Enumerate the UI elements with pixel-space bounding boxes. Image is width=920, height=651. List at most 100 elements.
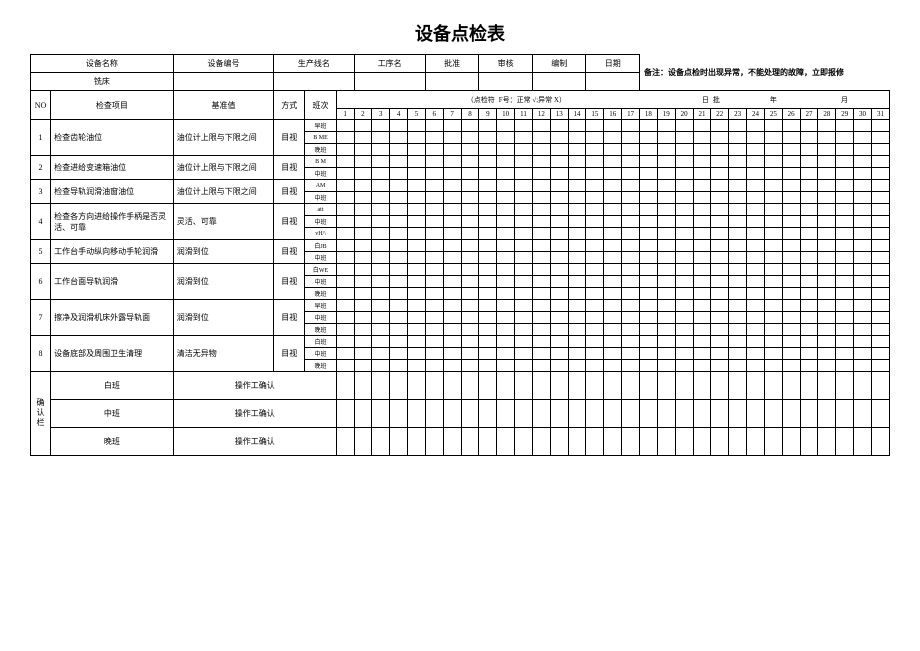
check-cell <box>604 264 622 276</box>
check-cell <box>550 252 568 264</box>
check-cell <box>336 240 354 252</box>
check-cell <box>408 120 426 132</box>
check-cell <box>497 204 515 216</box>
row-method: 目视 <box>274 264 305 300</box>
check-cell <box>657 240 675 252</box>
check-cell <box>836 240 854 252</box>
check-cell <box>782 240 800 252</box>
check-cell <box>354 144 372 156</box>
check-cell <box>372 264 390 276</box>
check-cell <box>568 360 586 372</box>
check-cell <box>408 144 426 156</box>
check-cell <box>782 336 800 348</box>
check-cell <box>354 228 372 240</box>
check-cell <box>729 156 747 168</box>
check-cell <box>871 180 889 192</box>
check-cell <box>836 276 854 288</box>
check-cell <box>871 240 889 252</box>
check-cell <box>425 276 443 288</box>
check-cell <box>461 252 479 264</box>
check-cell <box>657 156 675 168</box>
check-cell <box>390 228 408 240</box>
check-cell <box>729 336 747 348</box>
check-cell <box>604 348 622 360</box>
row-standard: 润滑到位 <box>173 240 273 264</box>
date-value <box>586 73 640 91</box>
check-cell <box>693 252 711 264</box>
check-cell <box>622 276 640 288</box>
check-cell <box>693 336 711 348</box>
row-item: 工作台面导轨润滑 <box>51 264 174 300</box>
check-cell <box>604 336 622 348</box>
check-cell <box>640 240 658 252</box>
check-cell <box>604 300 622 312</box>
check-cell <box>443 360 461 372</box>
check-cell <box>479 312 497 324</box>
check-cell <box>854 192 872 204</box>
check-cell <box>747 312 765 324</box>
check-cell <box>747 192 765 204</box>
check-cell <box>800 228 818 240</box>
check-cell <box>568 132 586 144</box>
check-cell <box>693 276 711 288</box>
check-cell <box>729 360 747 372</box>
day-cell: 5 <box>408 109 426 120</box>
check-cell <box>568 264 586 276</box>
check-cell <box>336 264 354 276</box>
check-cell <box>443 300 461 312</box>
check-cell <box>586 252 604 264</box>
check-cell <box>479 216 497 228</box>
check-cell <box>408 228 426 240</box>
check-cell <box>479 168 497 180</box>
day-cell: 15 <box>586 109 604 120</box>
check-cell <box>497 228 515 240</box>
day-cell: 20 <box>675 109 693 120</box>
check-cell <box>425 180 443 192</box>
check-cell <box>622 324 640 336</box>
table-row: 8设备底部及周围卫生清理清洁无异物目视白班 <box>31 336 890 348</box>
check-cell <box>372 360 390 372</box>
check-cell <box>532 276 550 288</box>
check-cell <box>515 132 533 144</box>
check-cell <box>336 312 354 324</box>
check-cell <box>497 300 515 312</box>
check-cell <box>532 228 550 240</box>
check-cell <box>390 264 408 276</box>
check-cell <box>515 324 533 336</box>
check-cell <box>425 324 443 336</box>
check-cell <box>515 180 533 192</box>
check-cell <box>657 180 675 192</box>
check-cell <box>711 240 729 252</box>
check-cell <box>443 180 461 192</box>
check-cell <box>871 288 889 300</box>
row-shift: 中班 <box>305 276 336 288</box>
row-shift: 早班 <box>305 120 336 132</box>
check-cell <box>354 348 372 360</box>
check-cell <box>782 264 800 276</box>
check-cell <box>657 204 675 216</box>
check-cell <box>479 324 497 336</box>
check-cell <box>800 156 818 168</box>
check-cell <box>515 144 533 156</box>
check-cell <box>854 144 872 156</box>
check-cell <box>425 156 443 168</box>
check-cell <box>390 156 408 168</box>
check-cell <box>711 348 729 360</box>
check-cell <box>532 144 550 156</box>
check-cell <box>764 336 782 348</box>
check-cell <box>693 120 711 132</box>
check-cell <box>568 276 586 288</box>
check-cell <box>425 144 443 156</box>
check-cell <box>711 252 729 264</box>
check-cell <box>550 264 568 276</box>
check-cell <box>532 120 550 132</box>
check-cell <box>586 204 604 216</box>
check-cell <box>747 228 765 240</box>
check-cell <box>747 156 765 168</box>
check-cell <box>764 204 782 216</box>
check-cell <box>657 348 675 360</box>
day-cell: 6 <box>425 109 443 120</box>
check-cell <box>479 192 497 204</box>
row-no: 6 <box>31 264 51 300</box>
check-cell <box>782 348 800 360</box>
